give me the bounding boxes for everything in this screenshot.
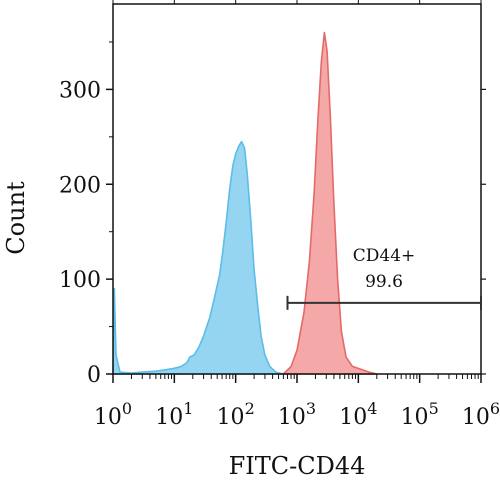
x-axis-label: FITC-CD44 <box>229 452 366 480</box>
x-tick-base: 10 <box>401 405 429 430</box>
x-tick-label: 105 <box>401 399 439 430</box>
x-tick-label: 103 <box>278 399 316 430</box>
x-tick-exponent: 0 <box>122 399 132 418</box>
x-tick-base: 10 <box>94 405 122 430</box>
histogram-series-2 <box>282 31 378 375</box>
x-tick-label: 102 <box>217 399 255 430</box>
x-tick-base: 10 <box>339 405 367 430</box>
y-axis-label: Count <box>2 181 30 255</box>
y-tick-label: 0 <box>87 363 101 388</box>
x-tick-label: 101 <box>155 399 193 430</box>
x-tick-exponent: 5 <box>429 399 439 418</box>
y-tick-label: 100 <box>59 268 101 293</box>
x-tick-exponent: 1 <box>183 399 193 418</box>
x-tick-base: 10 <box>462 405 490 430</box>
histogram-series-1 <box>112 140 285 375</box>
x-tick-base: 10 <box>278 405 306 430</box>
gate-name-label: CD44+ <box>353 246 416 266</box>
x-tick-exponent: 3 <box>306 399 316 418</box>
gate-value-label: 99.6 <box>365 272 403 292</box>
x-tick-label: 106 <box>462 399 500 430</box>
x-tick-exponent: 6 <box>490 399 500 418</box>
y-tick-label: 300 <box>59 78 101 103</box>
y-tick-label: 200 <box>59 173 101 198</box>
x-tick-label: 100 <box>94 399 132 430</box>
x-tick-base: 10 <box>217 405 245 430</box>
series-layer <box>112 31 378 375</box>
plot-frame <box>112 3 482 375</box>
x-tick-exponent: 2 <box>245 399 255 418</box>
x-tick-label: 104 <box>339 399 377 430</box>
x-tick-base: 10 <box>155 405 183 430</box>
x-tick-exponent: 4 <box>367 399 377 418</box>
gate-layer: CD44+ 99.6 <box>286 246 482 310</box>
